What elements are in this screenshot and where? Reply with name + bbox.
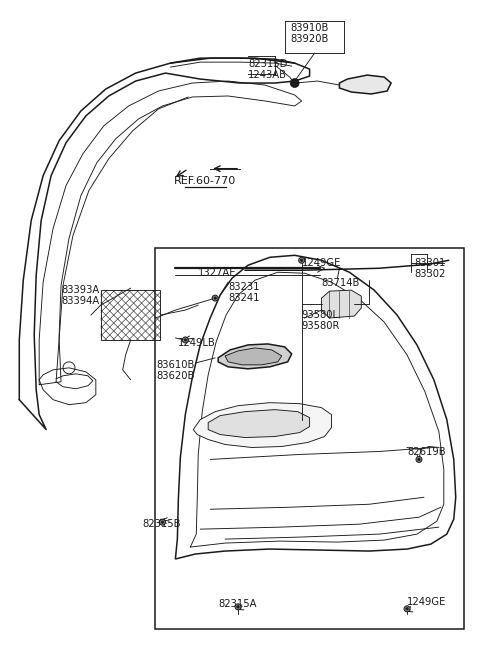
Circle shape [159,519,166,525]
Circle shape [237,606,239,608]
Bar [156,248,464,629]
Text: 1249GE: 1249GE [301,258,341,269]
Text: 1327AE: 1327AE [198,269,237,278]
Circle shape [418,458,420,460]
Text: 1249GE: 1249GE [407,597,446,607]
Circle shape [300,259,303,261]
Circle shape [182,337,188,343]
Circle shape [416,457,422,462]
Polygon shape [339,75,391,94]
Polygon shape [322,290,361,318]
Text: 83920B: 83920B [290,34,329,45]
Text: 83394A: 83394A [61,296,99,306]
Text: 82315A: 82315A [219,599,257,609]
Text: 82315B: 82315B [143,519,181,529]
Circle shape [406,608,408,610]
Text: 83393A: 83393A [61,285,99,295]
Polygon shape [218,344,292,369]
Text: 83910B: 83910B [290,24,329,33]
Text: 83620B: 83620B [156,371,195,381]
Circle shape [214,297,216,299]
Text: 83301: 83301 [414,258,445,269]
Circle shape [404,606,410,612]
Text: 82619B: 82619B [407,447,445,457]
Circle shape [212,295,218,301]
Circle shape [184,339,187,341]
Text: 93580R: 93580R [301,321,340,331]
Text: 83610B: 83610B [156,360,195,370]
Polygon shape [193,403,332,447]
Text: REF.60-770: REF.60-770 [174,176,236,185]
Text: 82315D: 82315D [248,59,288,69]
Circle shape [235,604,241,610]
Circle shape [299,257,305,263]
Polygon shape [225,348,282,365]
Circle shape [290,79,299,88]
Text: 83714B: 83714B [322,278,360,288]
Text: 83231: 83231 [228,282,260,292]
Text: 83302: 83302 [414,269,445,279]
Text: 93580L: 93580L [301,310,339,320]
Text: 1243AB: 1243AB [248,70,287,80]
Text: 1249LB: 1249LB [179,338,216,348]
Circle shape [161,521,164,523]
Polygon shape [208,409,310,438]
Text: 83241: 83241 [228,293,260,303]
